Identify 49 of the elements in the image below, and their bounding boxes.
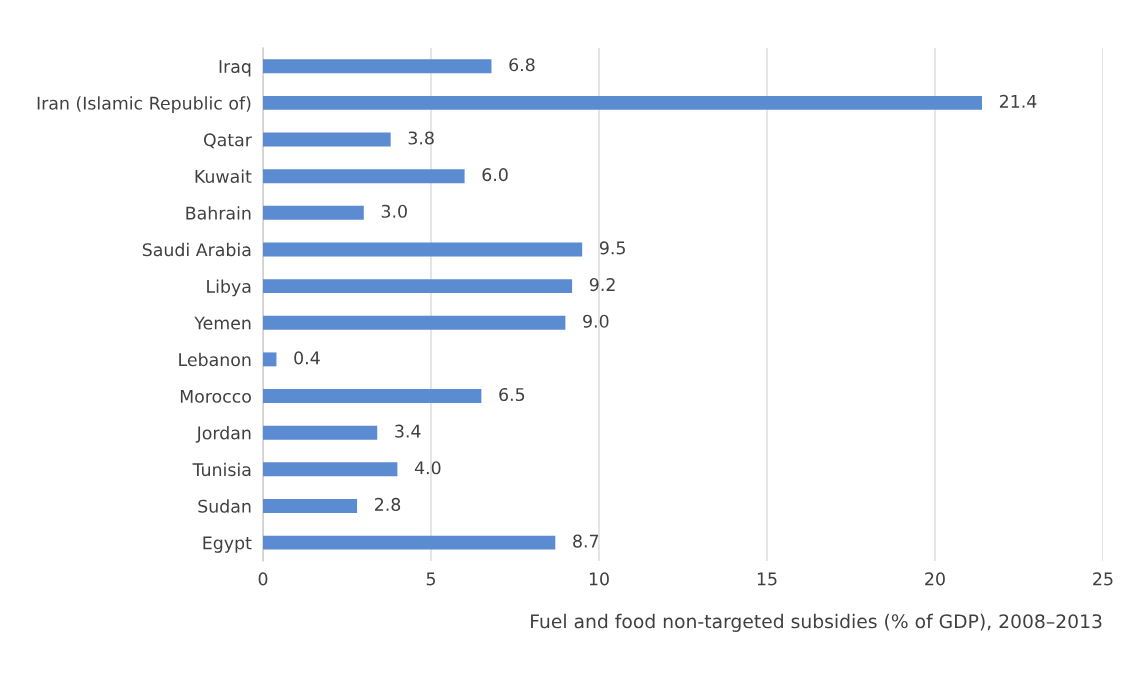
y-tick-label: Tunisia xyxy=(192,462,251,477)
y-tick-label: Kuwait xyxy=(195,169,252,184)
y-tick-label: Iraq xyxy=(219,60,251,77)
bar xyxy=(263,95,982,110)
bar xyxy=(263,462,398,477)
data-label: 9.5 xyxy=(599,241,625,255)
bar xyxy=(263,425,378,440)
bar xyxy=(263,242,583,257)
data-label: 3.0 xyxy=(381,204,407,218)
y-tick-label: Iran (Islamic Republic of) xyxy=(37,96,251,114)
data-label: 6.5 xyxy=(499,387,525,402)
x-tick-label: 15 xyxy=(757,572,777,586)
y-tick-label: Saudi Arabia xyxy=(142,242,251,257)
x-tick-label: 5 xyxy=(426,572,435,586)
y-tick-label: Bahrain xyxy=(186,206,251,220)
x-tick-label: 25 xyxy=(1093,572,1113,586)
data-label: 0.4 xyxy=(294,351,320,365)
data-label: 9.2 xyxy=(589,278,615,292)
bar xyxy=(263,205,364,220)
data-label: 6.8 xyxy=(509,58,535,72)
data-label: 2.8 xyxy=(375,497,401,511)
y-tick-label: Yemen xyxy=(194,316,251,330)
data-label: 8.7 xyxy=(573,534,599,548)
data-label: 3.4 xyxy=(395,424,421,438)
data-label: 21.4 xyxy=(999,94,1037,108)
y-tick-label: Sudan xyxy=(198,499,251,513)
bar xyxy=(263,352,277,367)
data-label: 3.8 xyxy=(408,131,434,145)
bar xyxy=(263,59,492,74)
data-label: 4.0 xyxy=(414,461,441,475)
bar xyxy=(263,279,573,294)
y-tick-label: Libya xyxy=(207,279,251,297)
y-tick-label: Morocco xyxy=(180,389,251,403)
y-tick-label: Qatar xyxy=(203,133,252,149)
bar xyxy=(263,499,358,513)
bar xyxy=(263,315,566,330)
x-tick-label: 0 xyxy=(258,572,268,586)
data-label: 9.0 xyxy=(583,314,609,328)
bar xyxy=(263,389,482,403)
y-tick-label: Egypt xyxy=(203,536,252,553)
y-tick-label: Lebanon xyxy=(179,352,251,367)
bar xyxy=(263,169,465,184)
bar xyxy=(263,535,556,550)
bar xyxy=(263,132,391,147)
x-axis-title: Fuel and food non-targeted subsidies (% of GDP), 2008–2013 xyxy=(531,613,1102,632)
x-tick-label: 10 xyxy=(589,572,609,586)
x-tick-label: 20 xyxy=(925,572,945,586)
data-label: 6.0 xyxy=(482,168,508,182)
y-tick-label: Jordan xyxy=(195,426,251,443)
